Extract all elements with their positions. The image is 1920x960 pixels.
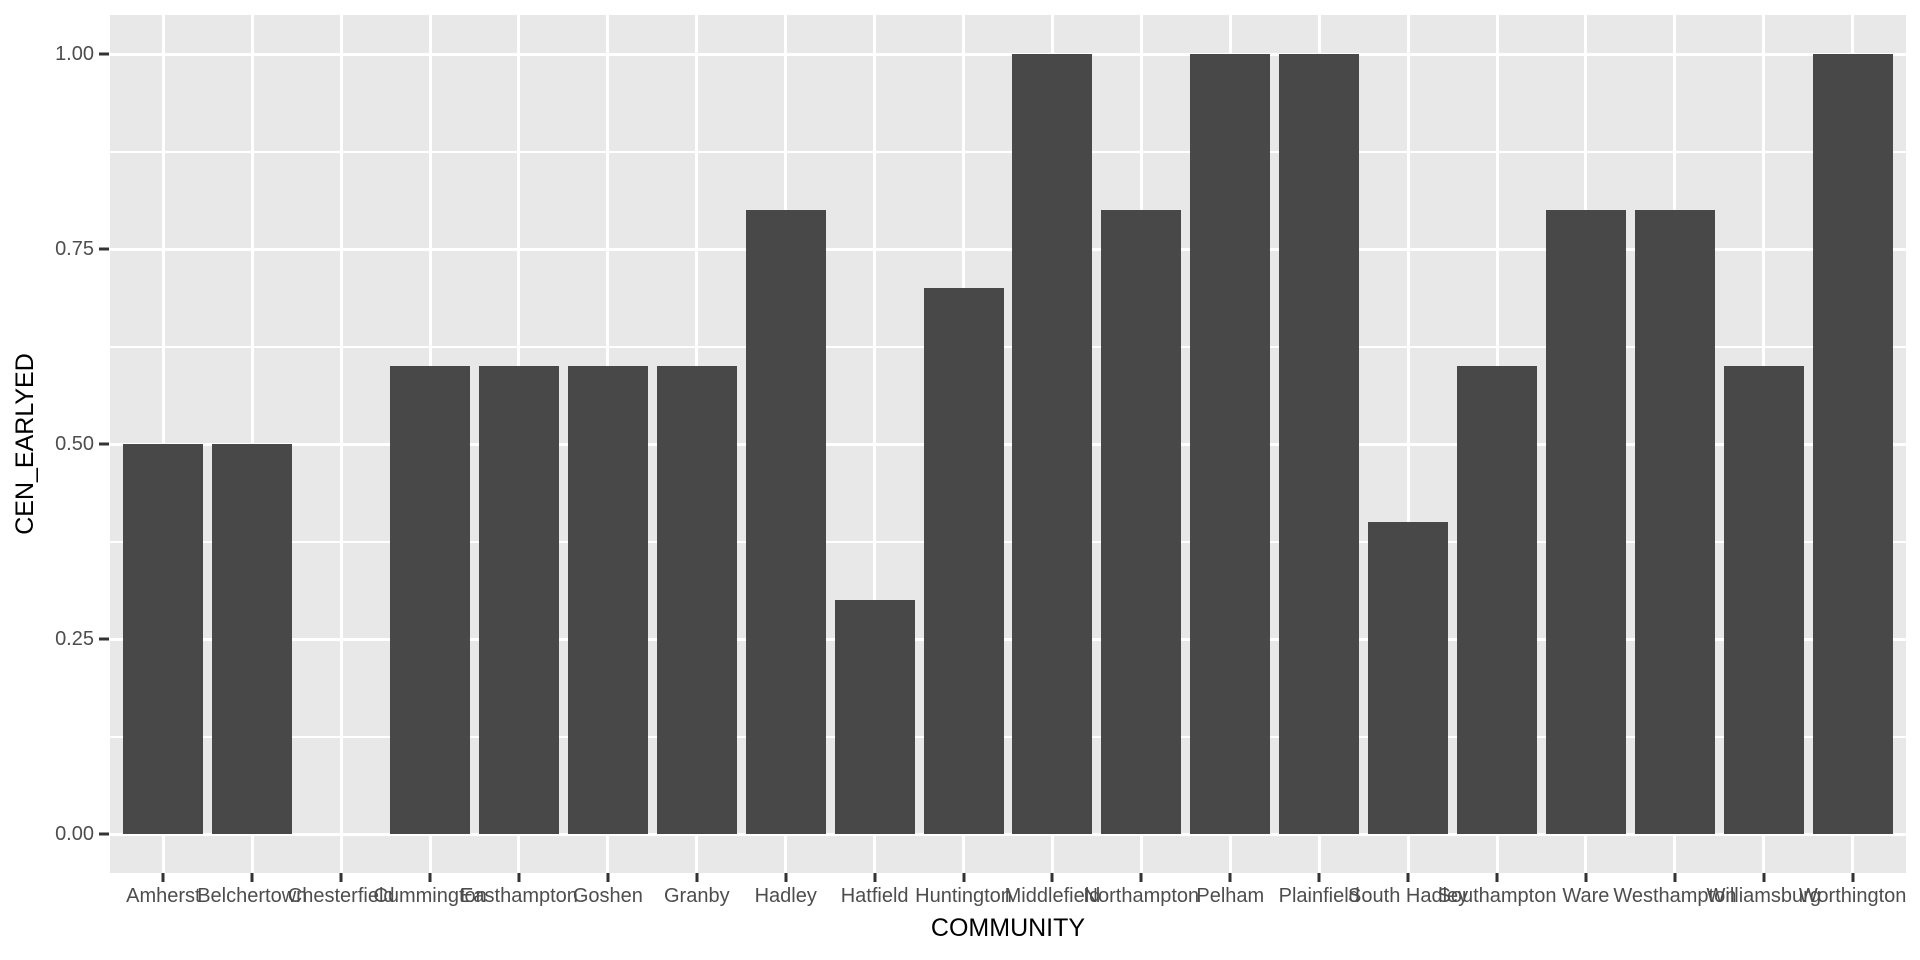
- major-gridline-vertical: [1406, 15, 1410, 873]
- bar: [923, 288, 1004, 834]
- bar: [1545, 210, 1626, 834]
- y-tick-mark: [99, 442, 109, 446]
- x-tick-label: Granby: [664, 885, 730, 907]
- bar: [1368, 522, 1449, 834]
- y-tick-label: 0.75: [55, 238, 94, 260]
- x-tick-label: Southampton: [1437, 885, 1557, 907]
- x-tick-mark: [1050, 873, 1054, 882]
- x-tick-mark: [606, 873, 610, 882]
- bar: [1190, 54, 1271, 834]
- x-tick-label: Amherst: [126, 885, 201, 907]
- major-gridline-horizontal: [110, 832, 1906, 836]
- major-gridline-horizontal: [110, 247, 1906, 251]
- x-tick-mark: [161, 873, 165, 882]
- bar: [745, 210, 826, 834]
- x-tick-label: Cummington: [373, 885, 487, 907]
- x-tick-label: Worthington: [1798, 885, 1907, 907]
- x-tick-label: Easthampton: [460, 885, 578, 907]
- bar: [123, 444, 204, 834]
- x-tick-mark: [784, 873, 788, 882]
- x-tick-mark: [1139, 873, 1143, 882]
- x-tick-mark: [1228, 873, 1232, 882]
- x-tick-label: Chesterfield: [287, 885, 395, 907]
- minor-gridline-horizontal: [110, 345, 1906, 348]
- y-tick-label: 0.50: [55, 433, 94, 455]
- x-tick-label: Middlefield: [1004, 885, 1101, 907]
- bar: [834, 600, 915, 834]
- x-tick-label: Pelham: [1196, 885, 1265, 907]
- bar: [1457, 366, 1537, 834]
- y-tick-label: 0.00: [55, 823, 94, 845]
- x-tick-label: Westhampton: [1613, 885, 1737, 907]
- bar: [1723, 366, 1804, 834]
- y-tick-mark: [99, 52, 109, 56]
- x-tick-mark: [1495, 873, 1499, 882]
- x-tick-mark: [873, 873, 877, 882]
- x-tick-label: Goshen: [572, 885, 643, 907]
- x-tick-label: Northampton: [1083, 885, 1200, 907]
- bar: [567, 366, 648, 834]
- y-tick-mark: [99, 247, 109, 251]
- minor-gridline-horizontal: [110, 540, 1906, 543]
- x-tick-mark: [1584, 873, 1588, 882]
- x-tick-mark: [428, 873, 432, 882]
- x-tick-mark: [517, 873, 521, 882]
- x-tick-label: Ware: [1562, 885, 1610, 907]
- bar: [478, 366, 559, 834]
- minor-gridline-horizontal: [110, 150, 1906, 153]
- bar: [1812, 54, 1893, 834]
- y-tick-label: 1.00: [55, 43, 94, 65]
- major-gridline-horizontal: [110, 442, 1906, 446]
- bar: [1101, 210, 1182, 834]
- major-gridline-horizontal: [110, 52, 1906, 56]
- x-tick-label: Plainfield: [1278, 885, 1360, 907]
- major-gridline-vertical: [873, 15, 877, 873]
- x-tick-mark: [1762, 873, 1766, 882]
- x-tick-label: Hadley: [754, 885, 817, 907]
- bar: [1012, 54, 1093, 834]
- x-tick-mark: [1317, 873, 1321, 882]
- y-tick-mark: [99, 832, 109, 836]
- y-tick-label: 0.25: [55, 628, 94, 650]
- bar: [656, 366, 737, 834]
- x-tick-mark: [695, 873, 699, 882]
- x-tick-mark: [339, 873, 343, 882]
- x-tick-label: Belchertown: [197, 885, 308, 907]
- plot-panel: [110, 15, 1906, 873]
- x-tick-label: Hatfield: [840, 885, 909, 907]
- x-tick-mark: [1406, 873, 1410, 882]
- x-tick-mark: [250, 873, 254, 882]
- x-axis-title: COMMUNITY: [930, 914, 1086, 942]
- major-gridline-horizontal: [110, 637, 1906, 641]
- bar: [212, 444, 293, 834]
- x-tick-label: Williamsburg: [1706, 885, 1821, 907]
- x-tick-mark: [1851, 873, 1855, 882]
- x-tick-mark: [1673, 873, 1677, 882]
- y-tick-mark: [99, 637, 109, 641]
- x-tick-label: South Hadley: [1348, 885, 1469, 907]
- bar: [390, 366, 471, 834]
- bar: [1634, 210, 1715, 834]
- y-axis-title: CEN_EARLYED: [11, 353, 39, 535]
- minor-gridline-horizontal: [110, 735, 1906, 738]
- x-tick-label: Huntington: [915, 885, 1012, 907]
- bar: [1279, 54, 1360, 834]
- major-gridline-vertical: [339, 15, 343, 873]
- x-tick-mark: [962, 873, 966, 882]
